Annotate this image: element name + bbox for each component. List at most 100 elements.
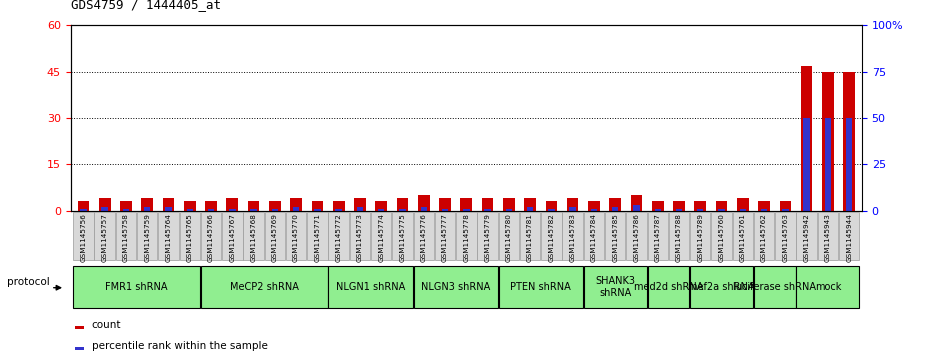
FancyBboxPatch shape xyxy=(137,212,157,260)
FancyBboxPatch shape xyxy=(286,212,306,260)
Text: protocol: protocol xyxy=(8,277,50,287)
FancyBboxPatch shape xyxy=(201,266,328,308)
Text: GSM1145772: GSM1145772 xyxy=(335,213,342,262)
Bar xyxy=(271,209,278,211)
FancyBboxPatch shape xyxy=(647,266,690,308)
FancyBboxPatch shape xyxy=(201,212,221,260)
Bar xyxy=(697,209,704,211)
Text: GSM1145776: GSM1145776 xyxy=(421,213,427,262)
Bar xyxy=(229,209,236,211)
FancyBboxPatch shape xyxy=(414,212,434,260)
Bar xyxy=(652,201,663,211)
FancyBboxPatch shape xyxy=(796,212,817,260)
FancyBboxPatch shape xyxy=(349,212,370,260)
FancyBboxPatch shape xyxy=(307,212,328,260)
FancyBboxPatch shape xyxy=(754,212,774,260)
FancyBboxPatch shape xyxy=(116,212,137,260)
Bar xyxy=(163,198,174,211)
FancyBboxPatch shape xyxy=(605,212,625,260)
Text: MeCP2 shRNA: MeCP2 shRNA xyxy=(230,282,299,292)
Bar xyxy=(527,207,533,211)
Bar xyxy=(782,209,788,211)
Text: GSM1145767: GSM1145767 xyxy=(229,213,236,262)
Bar xyxy=(569,207,576,211)
Bar xyxy=(719,209,724,211)
Bar xyxy=(545,201,558,211)
Bar xyxy=(633,205,640,211)
Bar xyxy=(442,209,448,211)
Bar xyxy=(461,198,472,211)
Bar xyxy=(205,201,217,211)
Bar xyxy=(758,201,770,211)
FancyBboxPatch shape xyxy=(647,212,668,260)
Text: GSM1145757: GSM1145757 xyxy=(102,213,107,262)
Bar xyxy=(420,207,427,211)
Text: GSM1145760: GSM1145760 xyxy=(719,213,724,262)
Bar xyxy=(397,198,408,211)
Text: GSM1145942: GSM1145942 xyxy=(804,213,809,262)
Bar xyxy=(463,209,469,211)
Bar xyxy=(290,198,302,211)
FancyBboxPatch shape xyxy=(754,266,796,308)
Bar xyxy=(141,198,153,211)
Text: GDS4759 / 1444405_at: GDS4759 / 1444405_at xyxy=(71,0,220,11)
Bar xyxy=(77,201,89,211)
Bar xyxy=(269,201,281,211)
Bar xyxy=(612,207,618,211)
Text: GSM1145774: GSM1145774 xyxy=(378,213,384,262)
Bar xyxy=(248,201,259,211)
Bar xyxy=(333,201,345,211)
FancyBboxPatch shape xyxy=(478,212,497,260)
FancyBboxPatch shape xyxy=(818,212,838,260)
Bar xyxy=(226,198,238,211)
Bar xyxy=(548,209,555,211)
Bar xyxy=(75,326,84,329)
Bar xyxy=(506,209,512,211)
Text: GSM1145762: GSM1145762 xyxy=(761,213,767,262)
Bar xyxy=(655,209,661,211)
Text: mock: mock xyxy=(815,282,841,292)
FancyBboxPatch shape xyxy=(222,212,242,260)
Text: GSM1145786: GSM1145786 xyxy=(633,213,640,262)
Bar xyxy=(846,118,853,211)
Text: GSM1145944: GSM1145944 xyxy=(846,213,853,262)
Text: GSM1145761: GSM1145761 xyxy=(739,213,746,262)
Bar xyxy=(165,207,171,211)
Bar xyxy=(102,207,108,211)
Text: GSM1145779: GSM1145779 xyxy=(484,213,491,262)
Text: count: count xyxy=(92,320,122,330)
Text: GSM1145768: GSM1145768 xyxy=(251,213,256,262)
FancyBboxPatch shape xyxy=(626,212,646,260)
Bar xyxy=(801,66,812,211)
FancyBboxPatch shape xyxy=(839,212,859,260)
Bar xyxy=(674,201,685,211)
Bar xyxy=(675,209,682,211)
Text: GSM1145773: GSM1145773 xyxy=(357,213,363,262)
FancyBboxPatch shape xyxy=(584,266,646,308)
Text: PTEN shRNA: PTEN shRNA xyxy=(511,282,571,292)
FancyBboxPatch shape xyxy=(414,266,497,308)
Bar xyxy=(609,198,621,211)
FancyBboxPatch shape xyxy=(498,212,519,260)
Text: GSM1145764: GSM1145764 xyxy=(166,213,171,262)
Text: mef2a shRNA: mef2a shRNA xyxy=(689,282,755,292)
Text: GSM1145787: GSM1145787 xyxy=(655,213,660,262)
Bar xyxy=(293,207,300,211)
FancyBboxPatch shape xyxy=(180,212,200,260)
Bar xyxy=(484,209,491,211)
Text: GSM1145782: GSM1145782 xyxy=(548,213,555,262)
FancyBboxPatch shape xyxy=(541,212,561,260)
Text: GSM1145785: GSM1145785 xyxy=(612,213,618,262)
FancyBboxPatch shape xyxy=(562,212,583,260)
FancyBboxPatch shape xyxy=(158,212,179,260)
Text: GSM1145780: GSM1145780 xyxy=(506,213,512,262)
Text: GSM1145777: GSM1145777 xyxy=(442,213,448,262)
Bar xyxy=(824,118,831,211)
Text: luciferase shRNA: luciferase shRNA xyxy=(733,282,816,292)
Text: GSM1145781: GSM1145781 xyxy=(528,213,533,262)
Bar xyxy=(120,201,132,211)
Bar xyxy=(122,209,129,211)
FancyBboxPatch shape xyxy=(584,212,604,260)
Bar xyxy=(716,201,727,211)
Text: FMR1 shRNA: FMR1 shRNA xyxy=(106,282,168,292)
